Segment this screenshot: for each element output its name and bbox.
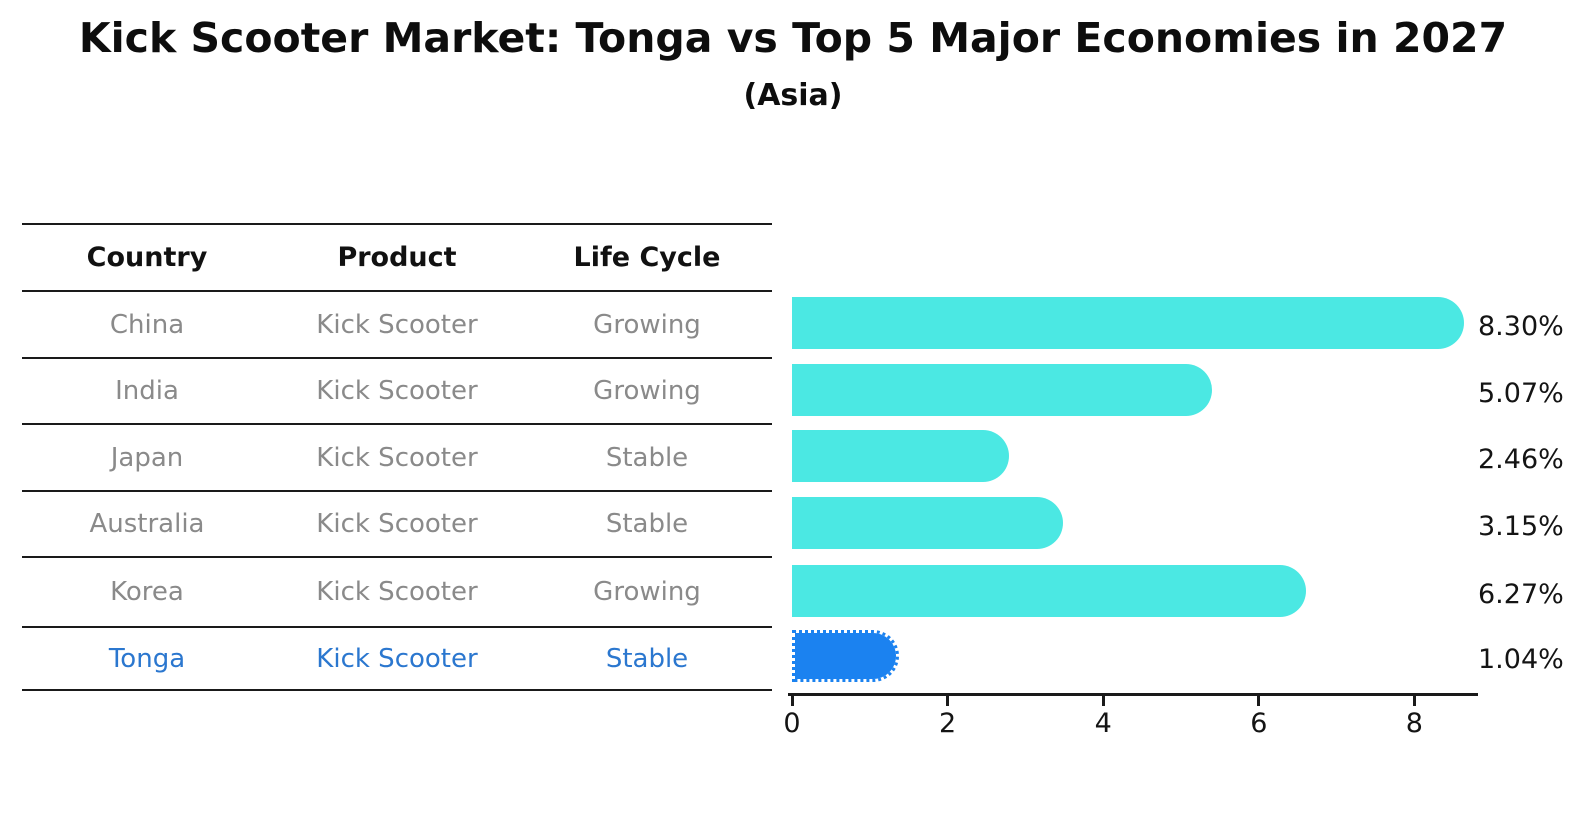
x-tick-label-8: 8 — [1405, 708, 1423, 739]
cell-country: Australia — [89, 509, 205, 539]
table-header-row: Country Product Life Cycle — [22, 225, 772, 292]
value-label-tonga: 1.04% — [1478, 644, 1564, 675]
x-tick-label-2: 2 — [939, 708, 957, 739]
cell-country: Tonga — [108, 643, 186, 674]
x-tick-8 — [1412, 696, 1416, 706]
bar-india — [792, 364, 1212, 416]
cell-product: Kick Scooter — [316, 442, 478, 473]
cell-lifecycle: Stable — [605, 442, 689, 473]
table-header-lifecycle: Life Cycle — [573, 242, 721, 273]
x-tick-6 — [1257, 696, 1261, 706]
cell-product: Kick Scooter — [316, 309, 478, 340]
chart-title: Kick Scooter Market: Tonga vs Top 5 Majo… — [78, 14, 1508, 62]
bar-japan — [792, 430, 1009, 482]
value-label-korea: 6.27% — [1478, 579, 1564, 610]
value-label-china: 8.30% — [1478, 311, 1564, 342]
cell-lifecycle: Growing — [593, 309, 701, 340]
country-table: Country Product Life Cycle China Kick Sc… — [22, 223, 772, 691]
x-tick-label-4: 4 — [1094, 708, 1112, 739]
cell-product: Kick Scooter — [316, 577, 478, 607]
cell-lifecycle: Stable — [605, 509, 689, 539]
bar-australia — [792, 497, 1063, 549]
cell-product: Kick Scooter — [316, 376, 478, 406]
table-header-product: Product — [337, 242, 457, 273]
table-row-china: China Kick Scooter Growing — [22, 292, 772, 359]
value-label-india: 5.07% — [1478, 378, 1564, 409]
x-tick-2 — [946, 696, 950, 706]
table-row-japan: Japan Kick Scooter Stable — [22, 425, 772, 492]
x-tick-4 — [1101, 696, 1105, 706]
table-row-korea: Korea Kick Scooter Growing — [22, 558, 772, 628]
cell-product: Kick Scooter — [316, 643, 478, 674]
table-row-australia: Australia Kick Scooter Stable — [22, 492, 772, 558]
table-row-tonga: Tonga Kick Scooter Stable — [22, 628, 772, 691]
cell-lifecycle: Growing — [593, 577, 701, 607]
cell-country: China — [109, 309, 185, 340]
cell-product: Kick Scooter — [316, 509, 478, 539]
bar-china — [792, 297, 1464, 349]
x-axis-line — [788, 693, 1478, 696]
value-label-japan: 2.46% — [1478, 444, 1564, 475]
cell-lifecycle: Growing — [593, 376, 701, 406]
x-tick-0 — [790, 696, 794, 706]
bar-tonga — [792, 630, 899, 682]
cell-country: Korea — [110, 577, 184, 607]
cell-lifecycle: Stable — [605, 643, 689, 674]
value-label-australia: 3.15% — [1478, 511, 1564, 542]
cell-country: India — [115, 376, 179, 406]
bar-korea — [792, 565, 1306, 617]
chart-subtitle: (Asia) — [743, 78, 843, 113]
x-tick-label-0: 0 — [783, 708, 801, 739]
table-row-india: India Kick Scooter Growing — [22, 359, 772, 425]
table-header-country: Country — [86, 242, 208, 273]
x-tick-label-6: 6 — [1250, 708, 1268, 739]
cell-country: Japan — [110, 442, 184, 473]
